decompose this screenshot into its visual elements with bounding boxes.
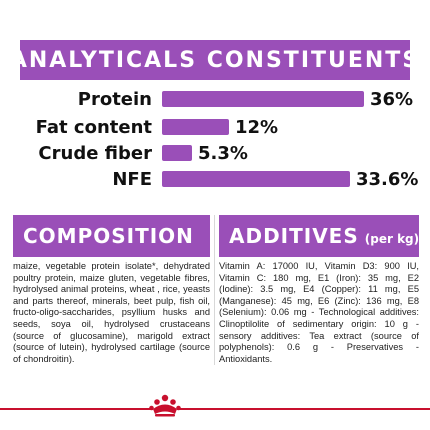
constituent-row-protein: Protein 36% bbox=[0, 88, 430, 112]
analytical-title: ANALYTICALS CONSTITUENTS bbox=[9, 47, 421, 73]
constituent-bar bbox=[162, 171, 350, 187]
constituent-bar bbox=[162, 91, 364, 107]
composition-header: COMPOSITION bbox=[13, 215, 210, 257]
royal-canin-crown-logo-icon bbox=[149, 394, 181, 417]
constituent-value: 36% bbox=[370, 89, 414, 110]
analytical-banner: ANALYTICALS CONSTITUENTS bbox=[10, 40, 418, 80]
constituent-value: 12% bbox=[235, 117, 279, 138]
constituent-value: 5.3% bbox=[198, 143, 248, 164]
additives-header: ADDITIVES (per kg) bbox=[219, 215, 419, 257]
additives-text: Vitamin A: 17000 IU, Vitamin D3: 900 IU,… bbox=[219, 261, 419, 364]
constituent-label: Fat content bbox=[35, 117, 152, 138]
section-divider bbox=[214, 215, 215, 365]
constituent-row-nfe: NFE 33.6% bbox=[0, 168, 430, 192]
footer-line-right bbox=[180, 408, 430, 410]
additives-title: ADDITIVES bbox=[229, 224, 359, 248]
footer-line-left bbox=[0, 408, 150, 410]
composition-text: maize, vegetable protein isolate*, dehyd… bbox=[13, 261, 210, 364]
constituent-bar bbox=[162, 145, 192, 161]
constituent-label: Crude fiber bbox=[38, 143, 152, 164]
constituent-row-fat-content: Fat content 12% bbox=[0, 116, 430, 140]
constituent-value: 33.6% bbox=[356, 169, 419, 190]
constituent-row-crude-fiber: Crude fiber 5.3% bbox=[0, 142, 430, 166]
composition-title: COMPOSITION bbox=[23, 224, 194, 248]
constituent-label: NFE bbox=[112, 169, 152, 190]
constituent-bar bbox=[162, 119, 229, 135]
constituent-label: Protein bbox=[77, 89, 152, 110]
additives-subtitle: (per kg) bbox=[364, 232, 419, 246]
